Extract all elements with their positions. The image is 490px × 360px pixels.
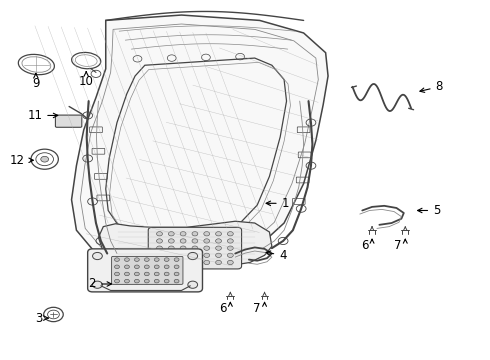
Circle shape: [180, 239, 186, 243]
Circle shape: [204, 239, 210, 243]
Polygon shape: [72, 15, 328, 271]
Circle shape: [169, 239, 174, 243]
Circle shape: [180, 246, 186, 250]
Text: 5: 5: [417, 204, 441, 217]
Circle shape: [192, 260, 198, 265]
Text: 6: 6: [361, 239, 368, 252]
Circle shape: [227, 253, 233, 257]
Circle shape: [134, 265, 139, 269]
Circle shape: [157, 253, 162, 257]
Circle shape: [180, 253, 186, 257]
Circle shape: [41, 156, 49, 162]
Circle shape: [164, 258, 169, 261]
FancyBboxPatch shape: [112, 256, 183, 284]
Circle shape: [115, 279, 120, 283]
FancyBboxPatch shape: [148, 227, 242, 269]
FancyBboxPatch shape: [55, 115, 82, 127]
Circle shape: [188, 252, 197, 260]
Circle shape: [216, 253, 221, 257]
Circle shape: [134, 272, 139, 276]
Circle shape: [115, 265, 120, 269]
Text: 10: 10: [79, 72, 94, 88]
Circle shape: [154, 272, 159, 276]
Text: 7: 7: [394, 239, 402, 252]
Circle shape: [115, 258, 120, 261]
Circle shape: [227, 246, 233, 250]
Circle shape: [227, 239, 233, 243]
Text: 8: 8: [420, 80, 443, 93]
Circle shape: [145, 265, 149, 269]
Circle shape: [169, 253, 174, 257]
Circle shape: [192, 246, 198, 250]
Circle shape: [93, 252, 102, 260]
Circle shape: [154, 265, 159, 269]
Circle shape: [174, 258, 179, 261]
Polygon shape: [98, 221, 272, 270]
Circle shape: [227, 231, 233, 236]
Circle shape: [157, 231, 162, 236]
Circle shape: [174, 272, 179, 276]
Circle shape: [169, 260, 174, 265]
Circle shape: [174, 265, 179, 269]
Circle shape: [124, 265, 129, 269]
Text: 1: 1: [266, 197, 289, 210]
Text: 6: 6: [219, 302, 227, 315]
Circle shape: [145, 258, 149, 261]
Circle shape: [188, 281, 197, 288]
Circle shape: [145, 272, 149, 276]
Circle shape: [192, 231, 198, 236]
Circle shape: [204, 253, 210, 257]
Text: 9: 9: [32, 73, 40, 90]
Circle shape: [216, 246, 221, 250]
Circle shape: [164, 272, 169, 276]
Circle shape: [180, 231, 186, 236]
Circle shape: [157, 239, 162, 243]
Circle shape: [192, 253, 198, 257]
Circle shape: [164, 279, 169, 283]
FancyBboxPatch shape: [88, 249, 202, 292]
Circle shape: [204, 231, 210, 236]
Circle shape: [134, 258, 139, 261]
Circle shape: [157, 260, 162, 265]
Circle shape: [124, 258, 129, 261]
Text: 4: 4: [266, 249, 287, 262]
Circle shape: [164, 265, 169, 269]
Circle shape: [169, 246, 174, 250]
Circle shape: [93, 281, 102, 288]
Circle shape: [124, 272, 129, 276]
Text: 12: 12: [10, 154, 33, 167]
Text: 3: 3: [35, 311, 48, 325]
Circle shape: [154, 279, 159, 283]
Circle shape: [227, 260, 233, 265]
Circle shape: [192, 239, 198, 243]
Circle shape: [204, 246, 210, 250]
Circle shape: [216, 260, 221, 265]
Text: 2: 2: [89, 278, 112, 291]
Text: 7: 7: [253, 302, 261, 315]
Circle shape: [204, 260, 210, 265]
Circle shape: [124, 279, 129, 283]
Circle shape: [157, 246, 162, 250]
Circle shape: [134, 279, 139, 283]
Text: 11: 11: [27, 109, 58, 122]
Circle shape: [180, 260, 186, 265]
Circle shape: [154, 258, 159, 261]
Circle shape: [174, 279, 179, 283]
Circle shape: [115, 272, 120, 276]
Circle shape: [169, 231, 174, 236]
Circle shape: [216, 239, 221, 243]
Circle shape: [216, 231, 221, 236]
Circle shape: [145, 279, 149, 283]
